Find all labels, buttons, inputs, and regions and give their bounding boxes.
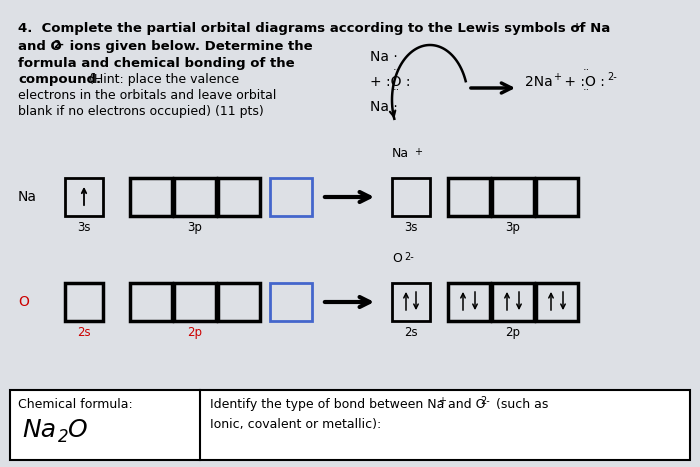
Bar — [174, 283, 216, 321]
Bar — [130, 283, 172, 321]
Text: 2s: 2s — [77, 326, 91, 339]
Bar — [65, 283, 103, 321]
Bar — [65, 178, 103, 216]
Text: electrons in the orbitals and leave orbital: electrons in the orbitals and leave orbi… — [18, 89, 276, 102]
Text: and O: and O — [444, 398, 486, 411]
Text: Na: Na — [392, 147, 409, 160]
Text: and O: and O — [18, 40, 62, 53]
Text: ions given below. Determine the: ions given below. Determine the — [65, 40, 313, 53]
Text: ··: ·· — [583, 65, 590, 75]
Bar — [448, 178, 490, 216]
Text: ··: ·· — [393, 65, 400, 75]
Bar — [130, 178, 172, 216]
Text: O: O — [392, 252, 402, 265]
Text: 3s: 3s — [77, 221, 91, 234]
Text: 2p: 2p — [188, 326, 202, 339]
Text: + :O :: + :O : — [370, 75, 410, 89]
Text: Identify the type of bond between Na: Identify the type of bond between Na — [210, 398, 444, 411]
Bar — [218, 178, 260, 216]
Text: 2-: 2- — [480, 396, 490, 406]
Bar — [392, 178, 430, 216]
Bar — [448, 283, 490, 321]
Text: +: + — [553, 72, 561, 82]
Text: 3s: 3s — [405, 221, 418, 234]
Text: ··: ·· — [393, 85, 400, 95]
Text: +: + — [438, 396, 446, 406]
Text: 4.  Complete the partial orbital diagrams according to the Lewis symbols of Na: 4. Complete the partial orbital diagrams… — [18, 22, 610, 35]
Bar — [270, 283, 312, 321]
Bar — [270, 178, 312, 216]
Text: 3p: 3p — [505, 221, 520, 234]
Bar — [492, 178, 534, 216]
Bar — [536, 283, 578, 321]
Text: O: O — [68, 418, 88, 442]
Bar — [174, 178, 216, 216]
Text: 2-: 2- — [53, 40, 64, 50]
Text: +: + — [414, 147, 422, 157]
Text: blank if no electrons occupied) (11 pts): blank if no electrons occupied) (11 pts) — [18, 105, 264, 118]
Text: ··: ·· — [583, 85, 590, 95]
Text: (such as: (such as — [492, 398, 548, 411]
Text: formula and chemical bonding of the: formula and chemical bonding of the — [18, 57, 295, 70]
Bar — [392, 283, 430, 321]
Text: + :O :: + :O : — [560, 75, 605, 89]
Text: 2Na: 2Na — [525, 75, 553, 89]
Text: Na: Na — [18, 190, 37, 204]
Text: +: + — [573, 22, 581, 32]
Text: 2p: 2p — [505, 326, 521, 339]
Text: Na ·: Na · — [370, 100, 398, 114]
Text: 2s: 2s — [404, 326, 418, 339]
Text: compound.: compound. — [18, 73, 101, 86]
Text: (Hint: place the valence: (Hint: place the valence — [85, 73, 239, 86]
Text: 2-: 2- — [607, 72, 617, 82]
Text: Na: Na — [22, 418, 56, 442]
Text: Na ·: Na · — [370, 50, 398, 64]
Text: Ionic, covalent or metallic):: Ionic, covalent or metallic): — [210, 418, 382, 431]
Text: 3p: 3p — [188, 221, 202, 234]
Bar — [536, 178, 578, 216]
Text: 2-: 2- — [404, 252, 414, 262]
Bar — [218, 283, 260, 321]
Bar — [10, 390, 690, 460]
Text: O: O — [18, 295, 29, 309]
Bar — [492, 283, 534, 321]
Text: 2: 2 — [58, 428, 69, 446]
Text: Chemical formula:: Chemical formula: — [18, 398, 133, 411]
